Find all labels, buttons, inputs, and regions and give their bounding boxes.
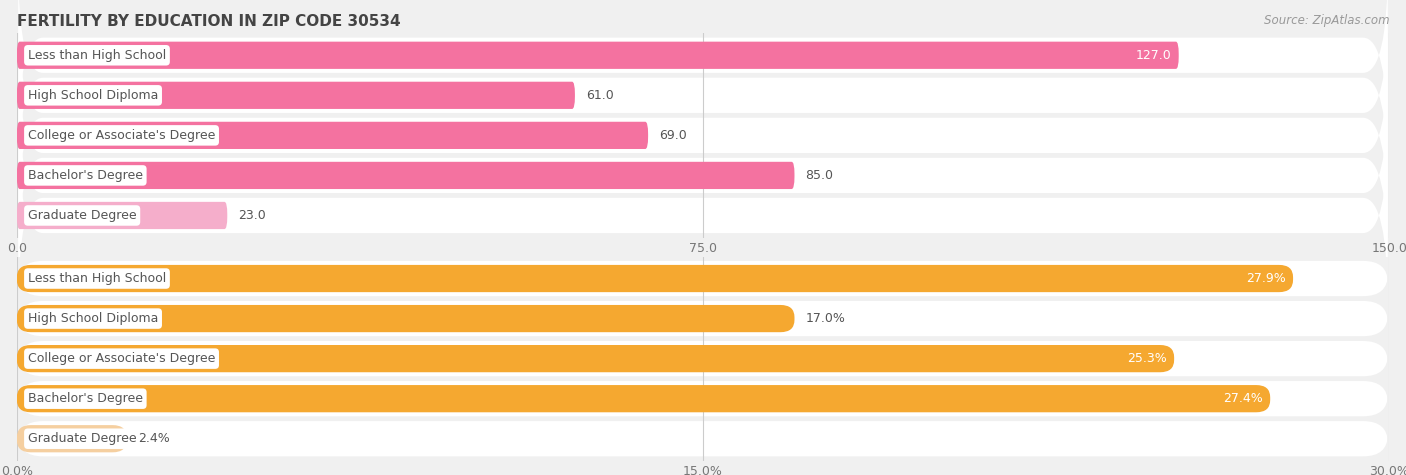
Text: Less than High School: Less than High School [28, 49, 166, 62]
FancyBboxPatch shape [18, 125, 1388, 306]
Text: 17.0%: 17.0% [806, 312, 845, 325]
FancyBboxPatch shape [18, 421, 1388, 456]
Text: Bachelor's Degree: Bachelor's Degree [28, 392, 143, 405]
FancyBboxPatch shape [17, 202, 228, 229]
FancyBboxPatch shape [18, 381, 1388, 416]
FancyBboxPatch shape [17, 162, 794, 189]
Text: Graduate Degree: Graduate Degree [28, 209, 136, 222]
Text: 2.4%: 2.4% [138, 432, 169, 445]
Text: 25.3%: 25.3% [1128, 352, 1167, 365]
Text: 61.0: 61.0 [586, 89, 613, 102]
FancyBboxPatch shape [18, 341, 1388, 376]
FancyBboxPatch shape [18, 261, 1388, 296]
Text: 27.4%: 27.4% [1223, 392, 1264, 405]
Text: 23.0: 23.0 [238, 209, 266, 222]
Text: Source: ZipAtlas.com: Source: ZipAtlas.com [1264, 14, 1389, 27]
FancyBboxPatch shape [17, 122, 648, 149]
FancyBboxPatch shape [18, 45, 1388, 226]
FancyBboxPatch shape [17, 265, 1294, 292]
Text: High School Diploma: High School Diploma [28, 89, 159, 102]
FancyBboxPatch shape [17, 345, 1174, 372]
FancyBboxPatch shape [17, 425, 127, 452]
FancyBboxPatch shape [17, 42, 1178, 69]
Text: 85.0: 85.0 [806, 169, 834, 182]
Text: 27.9%: 27.9% [1247, 272, 1286, 285]
Text: Graduate Degree: Graduate Degree [28, 432, 136, 445]
Text: College or Associate's Degree: College or Associate's Degree [28, 352, 215, 365]
FancyBboxPatch shape [17, 385, 1270, 412]
FancyBboxPatch shape [17, 305, 794, 332]
Text: 127.0: 127.0 [1136, 49, 1171, 62]
Text: High School Diploma: High School Diploma [28, 312, 159, 325]
Text: College or Associate's Degree: College or Associate's Degree [28, 129, 215, 142]
Text: Bachelor's Degree: Bachelor's Degree [28, 169, 143, 182]
Text: FERTILITY BY EDUCATION IN ZIP CODE 30534: FERTILITY BY EDUCATION IN ZIP CODE 30534 [17, 14, 401, 29]
FancyBboxPatch shape [18, 5, 1388, 186]
Text: Less than High School: Less than High School [28, 272, 166, 285]
FancyBboxPatch shape [17, 82, 575, 109]
FancyBboxPatch shape [18, 85, 1388, 266]
FancyBboxPatch shape [18, 301, 1388, 336]
FancyBboxPatch shape [18, 0, 1388, 146]
Text: 69.0: 69.0 [659, 129, 688, 142]
